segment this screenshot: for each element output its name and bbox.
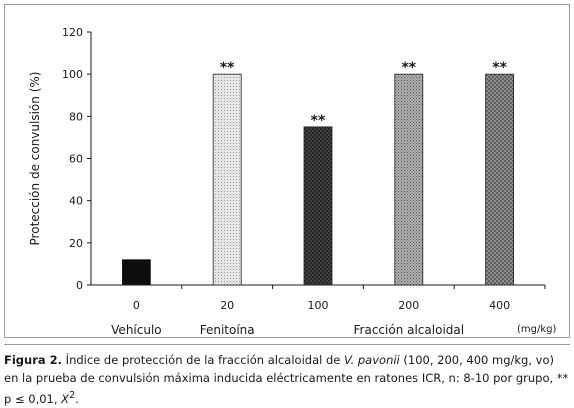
bar-20 [212,73,242,286]
y-tick-label: 0 [76,279,83,292]
bar-chart: 0 20 40 60 80 100 120 0 20 100 200 400 Vehículo Fenit… [28,26,556,337]
tick-labels: 0 20 40 60 80 100 120 0 20 100 200 400 Vehículo Fenit… [62,26,510,337]
caption-label: Figura 2. [4,353,63,367]
y-tick-label: 100 [62,68,83,81]
bar-200 [394,73,424,286]
group-label: Vehículo [111,323,161,337]
y-tick-label: 40 [69,195,83,208]
significance-annotations: ** ** ** ** [220,60,508,129]
y-tick-label: 20 [69,237,83,250]
x-tick-label: 100 [308,299,329,312]
caption-chi-sup: 2 [69,390,76,401]
bars [122,73,515,286]
x-tick-label: 0 [133,299,140,312]
y-tick-label: 80 [69,110,83,123]
y-axis-label: Protección de convulsión (%) [28,72,42,246]
caption-chi: X [61,391,70,406]
x-tick-label: 400 [489,299,510,312]
figure-caption: Figura 2. Índice de protección de la fra… [4,351,570,408]
significance-mark: ** [220,60,235,76]
unit-label: (mg/kg) [517,324,556,335]
figure-frame: 0 20 40 60 80 100 120 0 20 100 200 400 Vehículo Fenit… [4,4,570,338]
group-label: Fenitoína [200,323,255,337]
significance-mark: ** [311,113,326,129]
axes [87,31,546,289]
bar-0 [122,259,151,286]
significance-mark: ** [492,60,507,76]
y-tick-label: 60 [69,153,83,166]
y-tick-label: 120 [62,26,83,39]
group-label: Fracción alcaloidal [354,323,465,337]
caption-species: V. pavonii [344,353,400,367]
significance-mark: ** [401,60,416,76]
x-tick-label: 200 [398,299,419,312]
x-tick-label: 20 [220,299,234,312]
bar-100 [303,126,333,286]
caption-end: . [75,391,79,406]
caption-divider [4,344,570,345]
caption-text-2: (100, 200, 400 mg/kg, vo) en la prueba d… [4,353,569,406]
bar-400 [485,73,515,286]
caption-text-1: Índice de protección de la fracción alca… [62,353,345,367]
